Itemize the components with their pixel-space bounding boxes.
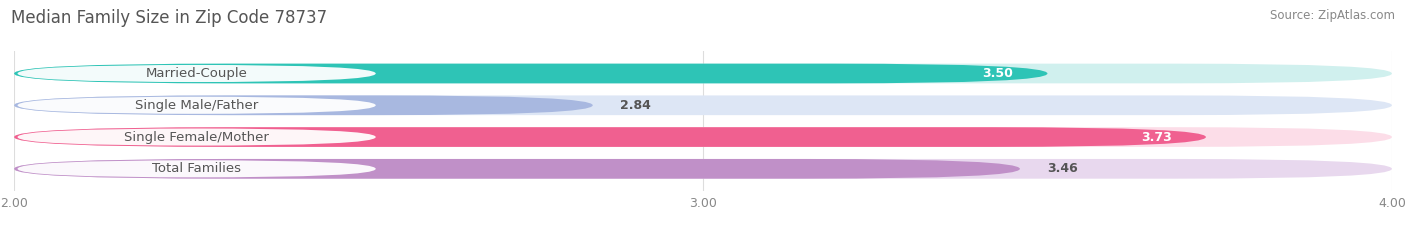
FancyBboxPatch shape xyxy=(17,128,375,146)
Text: Married-Couple: Married-Couple xyxy=(146,67,247,80)
Text: Single Male/Father: Single Male/Father xyxy=(135,99,259,112)
FancyBboxPatch shape xyxy=(14,64,1392,83)
Text: 2.84: 2.84 xyxy=(620,99,651,112)
Text: Single Female/Mother: Single Female/Mother xyxy=(124,130,269,144)
FancyBboxPatch shape xyxy=(14,127,1392,147)
FancyBboxPatch shape xyxy=(14,159,1019,179)
FancyBboxPatch shape xyxy=(14,96,1392,115)
FancyBboxPatch shape xyxy=(14,64,1047,83)
Text: 3.73: 3.73 xyxy=(1140,130,1171,144)
FancyBboxPatch shape xyxy=(14,127,1206,147)
Text: 3.50: 3.50 xyxy=(983,67,1014,80)
FancyBboxPatch shape xyxy=(14,96,593,115)
Text: Total Families: Total Families xyxy=(152,162,242,175)
Text: 3.46: 3.46 xyxy=(1047,162,1078,175)
Text: Median Family Size in Zip Code 78737: Median Family Size in Zip Code 78737 xyxy=(11,9,328,27)
FancyBboxPatch shape xyxy=(14,159,1392,179)
FancyBboxPatch shape xyxy=(17,97,375,114)
FancyBboxPatch shape xyxy=(17,65,375,82)
Text: Source: ZipAtlas.com: Source: ZipAtlas.com xyxy=(1270,9,1395,22)
FancyBboxPatch shape xyxy=(17,160,375,177)
